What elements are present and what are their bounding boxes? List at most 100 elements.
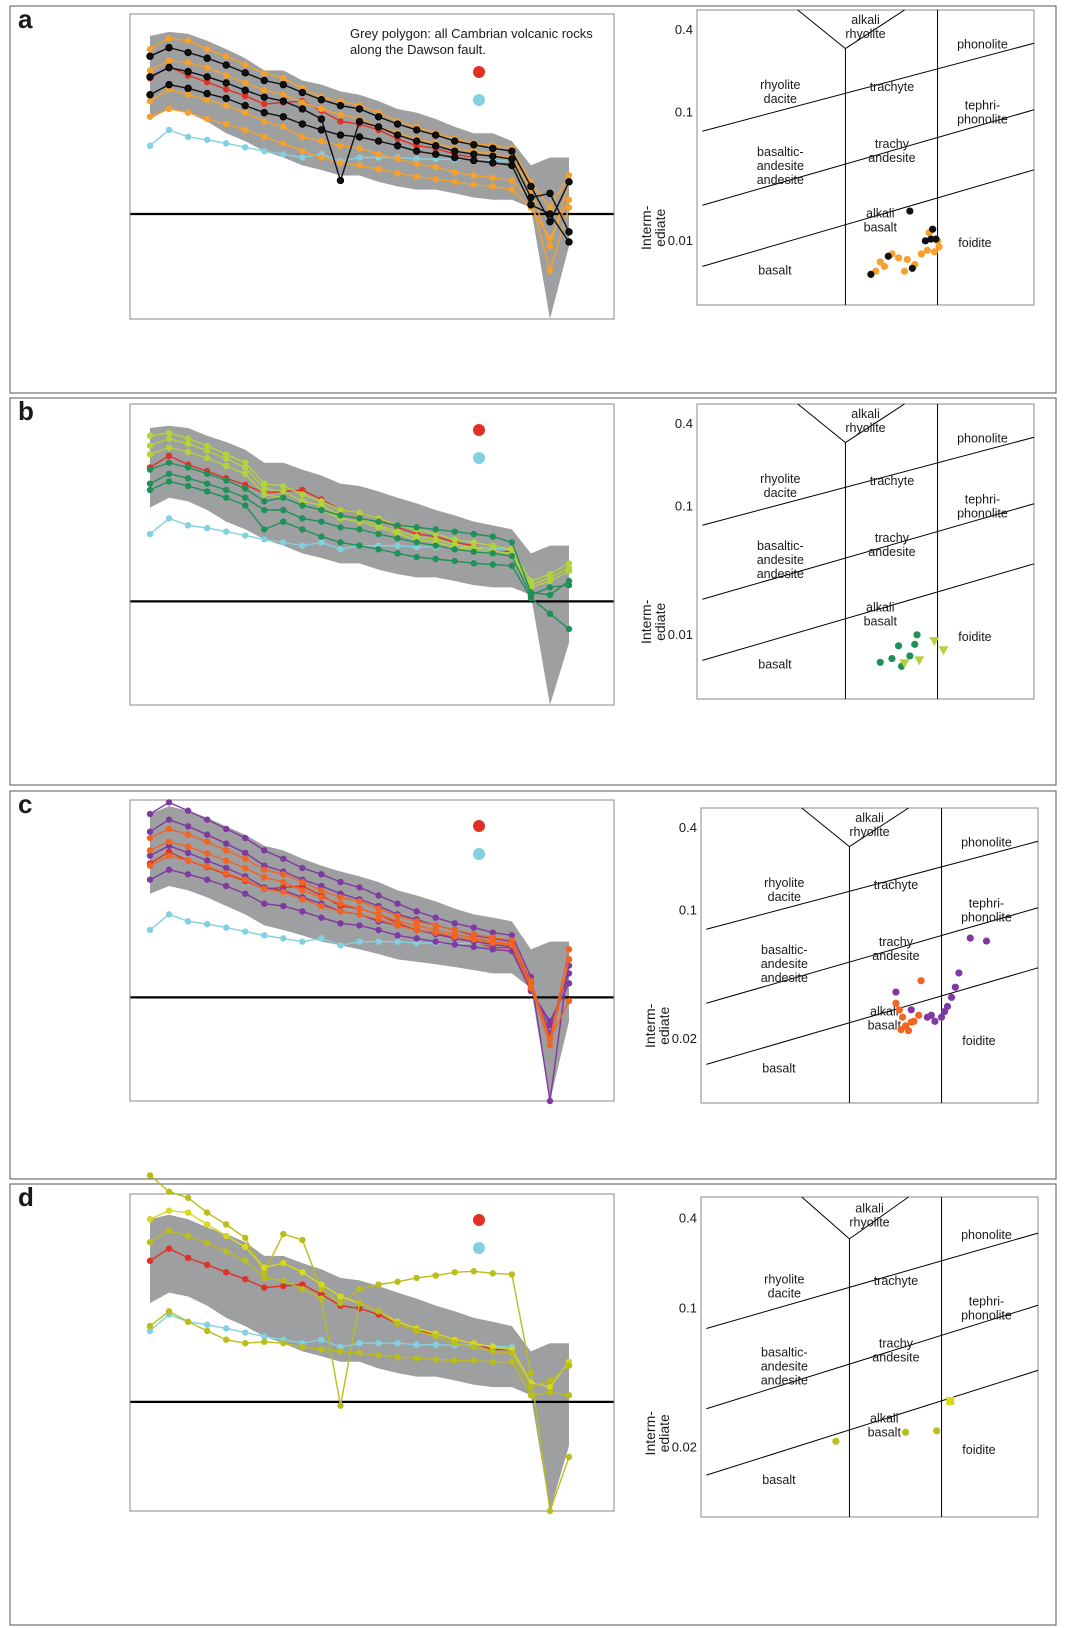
data-point [489,152,497,160]
data-point [527,1391,535,1399]
data-point [299,878,306,886]
data-point [242,1329,249,1336]
data-point [203,850,211,857]
data-point [489,174,497,182]
data-point [565,172,573,179]
data-point [280,482,287,490]
data-point [907,1018,915,1026]
data-point [146,1238,154,1246]
data-point [337,512,344,519]
data-point [298,105,307,113]
data-point [413,160,420,167]
data-point [184,1254,192,1262]
data-point [165,459,173,466]
field-label-tephriphonolite: tephri-phonolite [961,1295,1012,1323]
data-point [184,843,192,850]
data-point [923,246,931,254]
data-point [146,442,154,449]
grey-polygon [150,31,569,320]
y-zone-label: Interm-ediate [642,1003,672,1048]
data-point [337,142,344,149]
data-point [527,594,535,602]
series-black [146,43,573,226]
data-point [527,1369,535,1377]
data-point [894,642,903,650]
data-point [299,1281,306,1288]
data-point [299,502,306,509]
data-point [895,1006,903,1014]
data-point [279,97,288,105]
grey-polygon [150,1214,569,1511]
data-point [915,1011,923,1019]
data-point [184,1232,192,1240]
data-point [337,159,344,167]
data-point [356,162,363,169]
data-point [432,1272,439,1279]
data-point [929,637,940,647]
data-point [356,1349,363,1357]
data-point [203,1261,211,1268]
data-point [565,1453,573,1461]
data-point [565,1362,573,1369]
data-point [908,264,916,272]
data-point [412,126,421,134]
data-point [470,1268,477,1275]
data-point [299,542,306,549]
data-point [375,524,382,531]
data-point [318,502,325,509]
data-point [261,874,268,881]
data-point [337,894,344,901]
data-point [184,448,192,456]
data-point [242,459,249,466]
data-point [165,43,173,52]
data-point [222,825,230,833]
data-point [184,918,192,925]
data-point [451,941,458,948]
data-point [146,486,154,494]
data-point [470,172,477,179]
legend-marker-oib [473,1214,485,1226]
data-point [146,876,154,883]
data-point [394,900,401,907]
legend-marker-e-morb [473,94,485,106]
data-point [921,237,929,245]
data-point [489,939,497,947]
data-point [931,1017,939,1025]
data-point [470,936,477,943]
data-point [489,159,497,167]
data-point [470,181,477,188]
data-point [222,72,230,79]
field-label-rhyolite-dacite: rhyolite dacite [760,78,800,106]
data-point [261,1264,268,1271]
data-point [318,935,325,942]
data-point [165,452,173,460]
data-point [279,113,288,121]
data-point [261,87,268,94]
data-point [146,1257,154,1264]
data-point [222,1325,230,1332]
series-dark-yellow [146,1172,573,1515]
data-point [394,550,401,557]
plot-frame [129,799,615,1102]
data-point [546,242,554,250]
y-tick-label: 0.1 [679,903,697,918]
data-point [280,123,287,131]
data-point [470,530,477,538]
field-label-alkali-basalt: alkali basalt [868,1411,902,1439]
data-point [546,1377,554,1384]
data-point [375,165,382,173]
data-point [165,1245,173,1252]
data-point [184,67,192,76]
data-point [884,252,892,260]
data-point [508,161,516,170]
data-point [242,144,249,151]
data-point [242,532,249,539]
data-point [184,849,192,857]
data-point [900,267,909,275]
series-purple [146,866,573,1025]
data-point [222,1221,230,1228]
spider-plot-a: Grey polygon: all Cambrian volcanic rock… [129,13,615,320]
data-point [146,926,154,934]
boundary-diagonal [706,1304,1039,1410]
